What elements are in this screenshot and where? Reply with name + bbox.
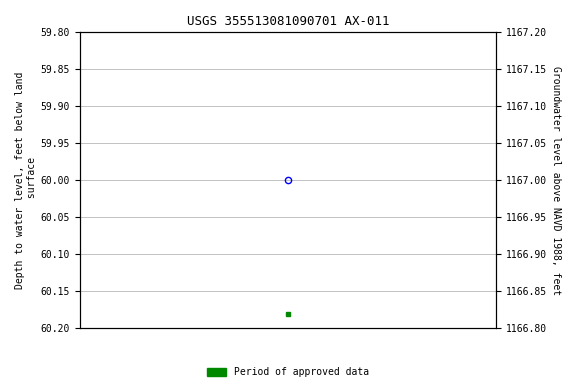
- Legend: Period of approved data: Period of approved data: [207, 367, 369, 377]
- Y-axis label: Groundwater level above NAVD 1988, feet: Groundwater level above NAVD 1988, feet: [551, 66, 561, 295]
- Title: USGS 355513081090701 AX-011: USGS 355513081090701 AX-011: [187, 15, 389, 28]
- Y-axis label: Depth to water level, feet below land
 surface: Depth to water level, feet below land su…: [15, 71, 37, 289]
